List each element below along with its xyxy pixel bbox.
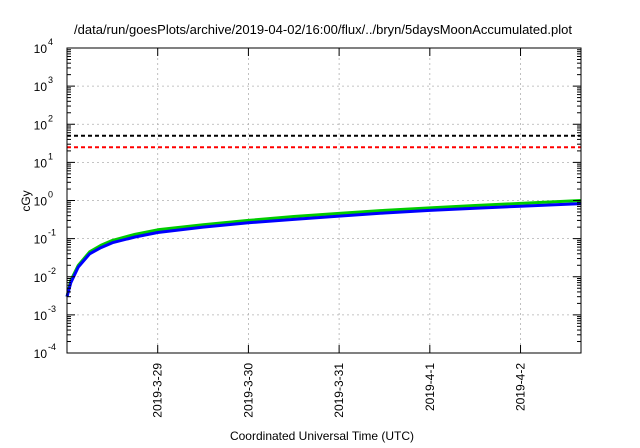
y-tick-exponent: 4 (48, 37, 53, 47)
y-tick-label: 10 (34, 195, 48, 209)
y-tick-label: 10 (34, 156, 48, 170)
y-tick-label: 10 (34, 42, 48, 56)
y-tick-exponent: 2 (48, 113, 53, 123)
series-line (65, 199, 582, 298)
x-axis-label: Coordinated Universal Time (UTC) (230, 429, 414, 443)
y-tick-exponent: 3 (48, 75, 53, 85)
x-tick-label: 2019-3-29 (151, 363, 165, 418)
x-tick-label: 2019-3-31 (332, 363, 346, 418)
y-tick-exponent: -1 (48, 228, 56, 238)
x-tick-label: 2019-3-30 (241, 363, 255, 418)
y-tick-label: 10 (34, 271, 48, 285)
grid-layer (67, 48, 581, 353)
reference-lines (67, 134, 581, 149)
y-tick-exponent: -2 (48, 266, 56, 276)
y-tick-label: 10 (34, 80, 48, 94)
y-tick-exponent: -4 (48, 342, 56, 352)
x-tick-label: 2019-4-1 (423, 363, 437, 411)
chart-title: /data/run/goesPlots/archive/2019-04-02/1… (74, 22, 572, 37)
y-tick-label: 10 (34, 347, 48, 361)
x-tick-label: 2019-4-2 (514, 363, 528, 411)
y-tick-exponent: 0 (48, 190, 53, 200)
series-line (65, 202, 582, 298)
y-axis-label: cGy (19, 190, 33, 211)
x-axis-ticks: 2019-3-29 2019-3-30 2019-3-31 2019-4-1 2019-… (151, 48, 528, 418)
y-tick-exponent: -3 (48, 304, 56, 314)
y-tick-label: 10 (34, 118, 48, 132)
y-tick-label: 10 (34, 309, 48, 323)
y-tick-label: 10 (34, 233, 48, 247)
series-layer (65, 199, 582, 298)
y-tick-exponent: 1 (48, 151, 53, 161)
